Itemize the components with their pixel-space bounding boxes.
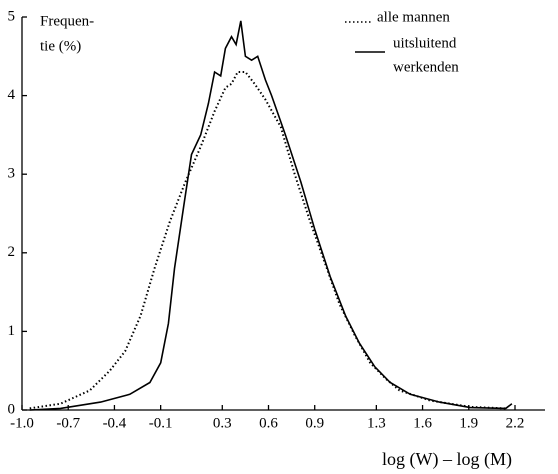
y-tick-label: 3	[8, 166, 16, 182]
legend-label: uitsluitend	[393, 35, 457, 51]
y-tick-label: 1	[8, 323, 16, 339]
y-tick-label: 4	[8, 87, 16, 103]
x-tick-label: -0.4	[103, 415, 127, 431]
x-axis-label: log (W) – log (M)	[382, 449, 512, 470]
y-tick-label: 0	[8, 401, 16, 417]
legend-label: werkenden	[393, 59, 459, 75]
y-axis-label: tie (%)	[40, 38, 81, 54]
x-tick-label: 1.9	[459, 415, 478, 431]
x-tick-label: -0.7	[56, 415, 80, 431]
line	[29, 71, 506, 410]
y-axis-label: Frequen-	[40, 13, 94, 29]
line	[29, 20, 513, 411]
y-tick-label: 5	[8, 8, 16, 24]
y-tick-label: 2	[8, 244, 16, 260]
x-tick-label: 0.3	[213, 415, 232, 431]
x-tick-label: 0.9	[305, 415, 324, 431]
x-tick-label: -1.0	[10, 415, 34, 431]
x-tick-label: 2.2	[506, 415, 525, 431]
legend-label: alle mannen	[377, 9, 450, 25]
x-tick-label: 0.6	[259, 415, 278, 431]
x-tick-label: 1.6	[413, 415, 432, 431]
x-tick-label: -0.1	[149, 415, 173, 431]
x-tick-label: 1.3	[367, 415, 386, 431]
